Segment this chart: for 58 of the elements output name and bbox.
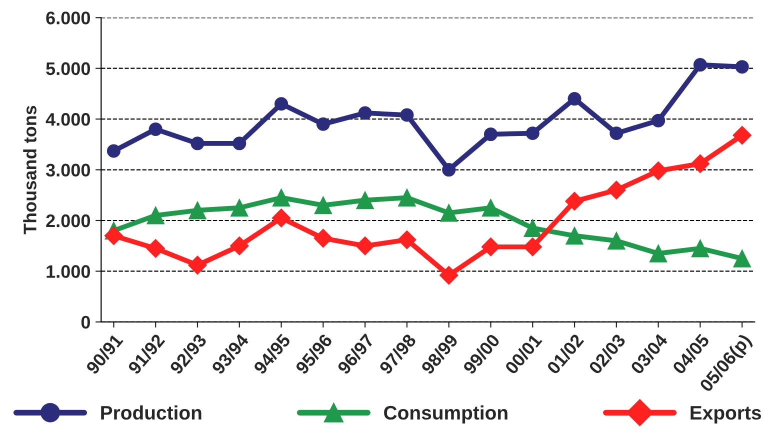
point	[398, 188, 416, 207]
point	[482, 198, 500, 217]
point	[524, 219, 542, 237]
point	[481, 238, 500, 256]
point	[607, 180, 626, 200]
point	[314, 228, 333, 248]
y-tick-label: 3.000	[46, 164, 90, 177]
point	[272, 188, 290, 207]
point	[188, 256, 207, 274]
point	[693, 58, 707, 72]
point	[691, 240, 710, 258]
point	[314, 196, 332, 214]
legend-label: Exports	[690, 406, 761, 424]
point	[690, 154, 710, 174]
point	[398, 230, 416, 250]
point	[148, 122, 162, 136]
point	[735, 60, 749, 74]
point	[439, 266, 458, 285]
point	[608, 232, 626, 250]
point	[610, 126, 624, 140]
point	[400, 108, 414, 122]
point	[232, 136, 246, 150]
point	[648, 161, 668, 180]
point	[442, 163, 456, 177]
legend-label: Production	[101, 405, 202, 420]
y-axis-title: Thousand tons	[23, 106, 36, 234]
point	[565, 192, 584, 211]
point	[649, 244, 668, 262]
point	[732, 126, 752, 145]
point	[568, 92, 582, 106]
point	[523, 238, 542, 256]
point	[188, 202, 206, 220]
point	[230, 236, 249, 256]
point	[652, 114, 666, 128]
point	[526, 126, 540, 140]
y-tick-label: 6.000	[46, 12, 90, 24]
y-tick-label: 0	[81, 316, 90, 329]
point	[272, 208, 291, 228]
point	[190, 136, 204, 150]
legend-label: Consumption	[384, 405, 508, 424]
point	[316, 117, 330, 131]
point	[104, 226, 124, 246]
y-tick-label: 1.000	[46, 265, 90, 278]
y-tick-label: 4.000	[46, 113, 90, 126]
point	[356, 191, 374, 210]
point	[733, 250, 751, 268]
point	[358, 106, 372, 120]
point	[106, 144, 120, 158]
point	[146, 206, 164, 224]
point	[566, 226, 584, 245]
point	[274, 97, 288, 111]
point	[484, 128, 498, 142]
point	[230, 198, 248, 217]
point	[356, 236, 374, 256]
point	[146, 239, 165, 258]
y-tick-label: 5.000	[46, 62, 90, 76]
y-tick-label: 2.000	[46, 214, 90, 228]
point	[440, 204, 458, 222]
